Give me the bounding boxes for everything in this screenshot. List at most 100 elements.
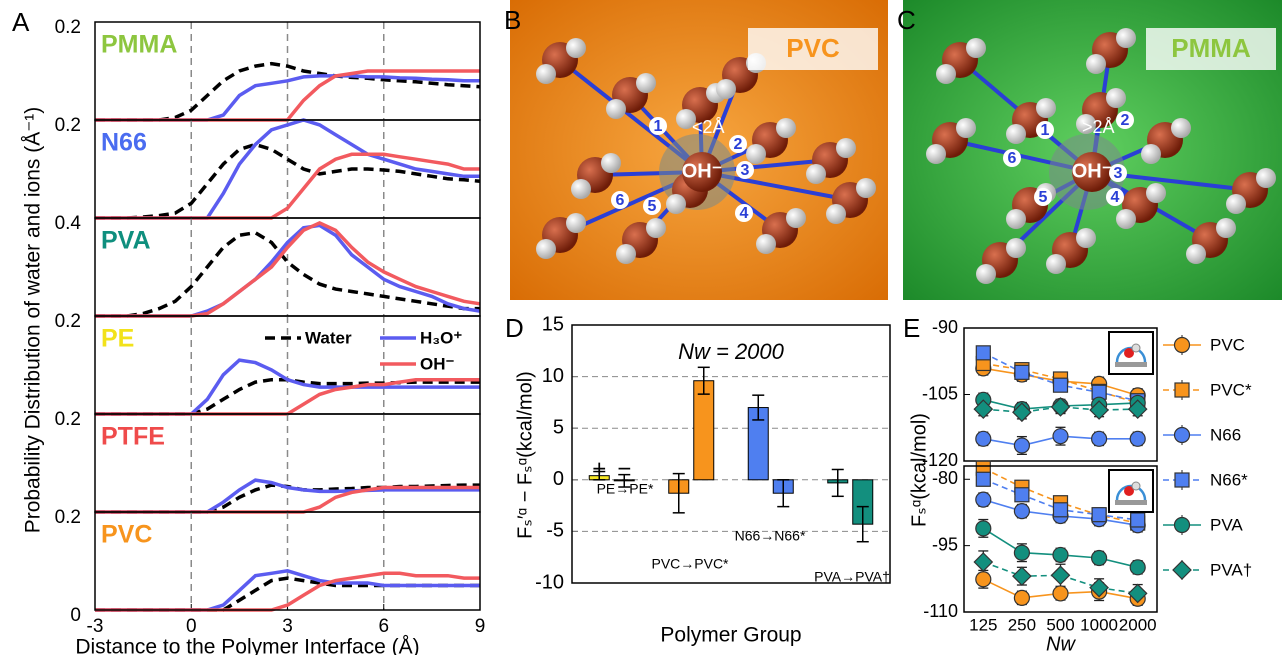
hydrogen <box>1141 144 1161 164</box>
marker <box>1092 551 1107 566</box>
ion-label: OH⁻ <box>1072 160 1113 182</box>
y-tick-label: -110 <box>923 601 958 621</box>
hydrogen <box>806 164 826 184</box>
hydrogen <box>1116 28 1136 48</box>
legend-label: Water <box>305 328 352 347</box>
marker <box>1015 488 1029 502</box>
y-tick-label: 0 <box>553 468 564 490</box>
marker <box>976 492 991 507</box>
marker <box>1130 431 1145 446</box>
x-tick-label: 2000 <box>1119 615 1157 634</box>
inset-surface <box>1115 500 1147 505</box>
marker <box>976 521 991 536</box>
hydrogen <box>786 208 806 228</box>
polymer-label: PVC <box>786 33 840 63</box>
hydrogen <box>826 204 846 224</box>
x-axis-label: Distance to the Polymer Interface (Å) <box>75 636 419 655</box>
marker <box>1014 504 1029 519</box>
y-tick-label: -10 <box>535 571 564 593</box>
y-tick-label: -5 <box>546 520 564 542</box>
x-tick-label: 0 <box>186 616 197 637</box>
x-axis-label: Nw <box>1046 633 1076 655</box>
hydrogen <box>746 144 766 164</box>
bar <box>694 381 714 480</box>
annotation: Nw = 2000 <box>678 339 785 364</box>
inset-h <box>1132 482 1140 490</box>
site-label: 2 <box>734 136 743 153</box>
hydrogen <box>966 38 986 58</box>
site-label: 3 <box>1114 165 1123 182</box>
legend-label: N66 <box>1210 425 1241 444</box>
y-tick-label: -105 <box>922 383 958 403</box>
hydrogen <box>856 178 876 198</box>
hydrogen <box>1006 238 1026 258</box>
marker <box>1014 590 1029 605</box>
marker <box>976 572 991 587</box>
subplot-title: N66 <box>101 129 147 157</box>
site-label: 4 <box>1111 189 1120 206</box>
site-label: 4 <box>740 205 749 222</box>
marker <box>1173 561 1191 579</box>
hydrogen <box>616 244 636 264</box>
hydrogen <box>566 213 586 233</box>
y-tick-label: 0.4 <box>55 213 82 234</box>
marker <box>974 553 992 571</box>
figure: PVCOH⁻<2Å123456BPMMAOH⁻>2Å123456C0.2PMMA… <box>0 0 1282 655</box>
site-label: 2 <box>1121 112 1130 129</box>
legend-label: H₃O⁺ <box>420 328 462 347</box>
marker <box>1175 383 1189 397</box>
series-line <box>95 380 480 414</box>
y-axis-label: Fₛᵅ(kcal/mol) <box>908 413 930 527</box>
hydrogen <box>536 239 556 259</box>
category-label: PE→PE* <box>597 481 654 497</box>
panel-label: A <box>12 7 30 37</box>
hydrogen <box>1256 168 1276 188</box>
x-tick-label: -3 <box>87 616 104 637</box>
series-line <box>95 380 480 414</box>
hydrogen <box>976 264 996 284</box>
x-tick-label: 125 <box>969 615 997 634</box>
x-tick-label: 1000 <box>1080 615 1118 634</box>
hydrogen <box>646 218 666 238</box>
hydrogen <box>601 153 621 173</box>
subplot-title: PVA <box>101 227 151 255</box>
marker <box>1053 547 1068 562</box>
site-label: 6 <box>616 192 625 209</box>
x-tick-label: 500 <box>1046 615 1074 634</box>
hydrogen <box>836 138 856 158</box>
marker <box>1092 508 1106 522</box>
hydrogen <box>936 64 956 84</box>
site-label: 1 <box>654 118 663 135</box>
hydrogen <box>1006 124 1026 144</box>
hydrogen <box>1036 98 1056 118</box>
legend-label: PVA <box>1210 515 1243 534</box>
legend-label: PVC <box>1210 335 1245 354</box>
y-tick-label: -80 <box>932 468 958 488</box>
x-tick-label: 3 <box>282 616 293 637</box>
site-label: 6 <box>1008 150 1017 167</box>
legend-label: + <box>592 455 606 482</box>
y-tick-label: -90 <box>932 317 958 337</box>
hydrogen <box>636 73 656 93</box>
legend-label: PVC* <box>1210 380 1252 399</box>
subplot-title: PTFE <box>101 423 165 451</box>
hydrogen <box>571 179 591 199</box>
hydrogen <box>1086 54 1106 74</box>
marker <box>1131 513 1145 527</box>
hydrogen <box>606 99 626 119</box>
marker <box>1054 503 1068 517</box>
y-tick-label: 10 <box>542 365 564 387</box>
marker <box>1015 365 1029 379</box>
hydrogen <box>716 79 736 99</box>
marker <box>1175 428 1190 443</box>
hydrogen <box>1046 254 1066 274</box>
marker <box>1092 431 1107 446</box>
subplot-title: PVC <box>101 521 152 549</box>
y-tick-label: 0.2 <box>55 17 81 38</box>
hydrogen <box>1006 209 1026 229</box>
y-axis-label: Fₛ′ᵅ − Fₛᵅ(kcal/mol) <box>514 371 536 539</box>
x-axis-label: Polymer Group <box>660 624 801 647</box>
y-tick-label: -95 <box>932 534 958 554</box>
x-tick-label: 9 <box>475 616 486 637</box>
y-axis-label: Probability Distribution of water and io… <box>22 107 45 534</box>
